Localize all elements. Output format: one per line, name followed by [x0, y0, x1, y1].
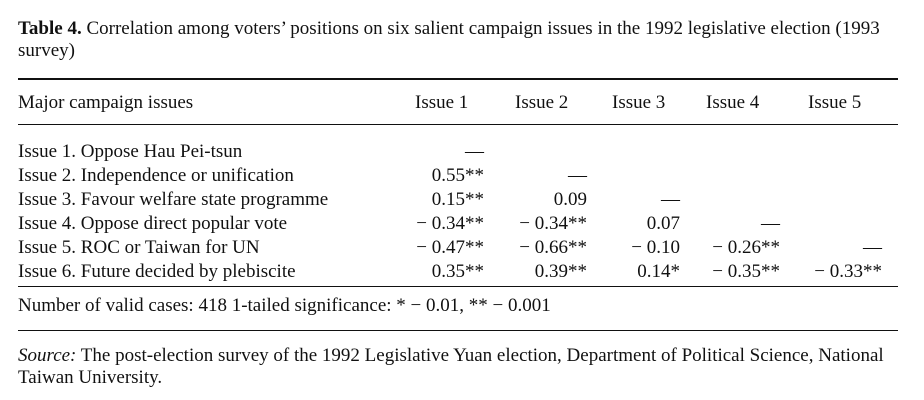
corner-header: Major campaign issues	[18, 92, 194, 113]
column-header-issue-4: Issue 4	[706, 92, 760, 113]
bottom-rule	[18, 330, 898, 331]
row-label: Issue 1. Oppose Hau Pei-tsun	[18, 141, 243, 162]
table-cell: 0.35**	[431, 261, 484, 282]
table-cell: —	[568, 165, 587, 186]
source-text: The post-election survey of the 1992 Leg…	[18, 345, 884, 388]
table-note: Number of valid cases: 418 1-tailed sign…	[18, 295, 551, 316]
table-cell: − 0.34**	[416, 213, 484, 234]
row-label: Issue 2. Independence or unification	[18, 165, 294, 186]
body-rule	[18, 286, 898, 287]
column-header-issue-5: Issue 5	[808, 92, 862, 113]
row-label: Issue 3. Favour welfare state programme	[18, 189, 329, 210]
column-header-issue-2: Issue 2	[515, 92, 569, 113]
source-label: Source:	[18, 345, 77, 366]
header-rule	[18, 124, 898, 125]
source-note: Source: The post-election survey of the …	[18, 345, 908, 389]
column-header-issue-1: Issue 1	[415, 92, 469, 113]
table-cell: —	[761, 213, 780, 234]
table-caption-label: Table 4.	[18, 18, 82, 39]
table-cell: 0.55**	[431, 165, 484, 186]
table-caption: Table 4. Correlation among voters’ posit…	[18, 18, 908, 62]
table-cell: − 0.35**	[712, 261, 780, 282]
table-cell: − 0.26**	[712, 237, 780, 258]
table-cell: − 0.66**	[519, 237, 587, 258]
table-cell: 0.09	[553, 189, 587, 210]
table-cell: —	[661, 189, 680, 210]
table-cell: 0.07	[646, 213, 680, 234]
table-cell: —	[465, 141, 484, 162]
row-label: Issue 6. Future decided by plebiscite	[18, 261, 296, 282]
table-cell: 0.14*	[637, 261, 680, 282]
row-label: Issue 4. Oppose direct popular vote	[18, 213, 288, 234]
table-cell: − 0.34**	[519, 213, 587, 234]
column-header-issue-3: Issue 3	[612, 92, 666, 113]
table-cell: 0.39**	[534, 261, 587, 282]
table-cell: − 0.33**	[814, 261, 882, 282]
table-cell: − 0.47**	[416, 237, 484, 258]
table-cell: − 0.10	[631, 237, 680, 258]
table-caption-text: Correlation among voters’ positions on s…	[18, 18, 880, 61]
top-rule	[18, 78, 898, 80]
row-label: Issue 5. ROC or Taiwan for UN	[18, 237, 260, 258]
table-cell: —	[863, 237, 882, 258]
table-cell: 0.15**	[431, 189, 484, 210]
